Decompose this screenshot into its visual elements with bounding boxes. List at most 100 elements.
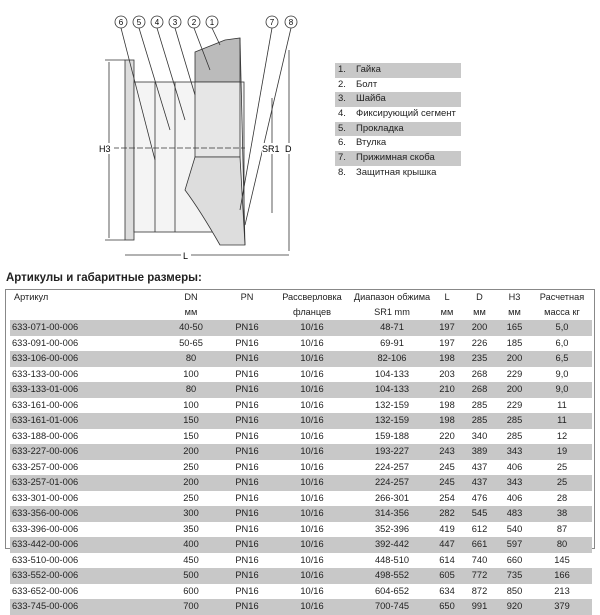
table-cell: 104-133 xyxy=(374,368,410,379)
table-cell: PN16 xyxy=(222,475,272,491)
table-row: 633-257-00-006 250 PN16 10/16 224-257 245 437 4… xyxy=(10,460,592,476)
column-header: DN xyxy=(184,292,198,302)
callout-8: 8 xyxy=(284,15,298,29)
h3-label: H3 xyxy=(99,144,111,154)
table-cell: 633-356-00-006 xyxy=(10,506,160,522)
table-cell: 285 xyxy=(462,413,497,429)
table-cell: 419 xyxy=(439,523,455,534)
table-cell: PN16 xyxy=(235,461,259,472)
table-cell: 406 xyxy=(506,461,523,472)
table-cell: PN16 xyxy=(235,368,259,379)
table-cell: 159-188 xyxy=(374,430,410,441)
table-cell: 633-552-00-006 xyxy=(10,568,160,584)
legend-item: 1. Гайка xyxy=(335,63,461,78)
table-cell: 10/16 xyxy=(272,382,352,398)
legend-text: Шайба xyxy=(356,93,386,105)
legend-number: 8. xyxy=(338,166,346,178)
table-cell: 25 xyxy=(556,461,568,472)
table-cell: 10/16 xyxy=(272,413,352,429)
table-cell: 254 xyxy=(439,492,455,503)
table-cell: 437 xyxy=(471,461,488,472)
table-cell: 200 xyxy=(160,444,222,460)
legend-text: Прижимная скоба xyxy=(356,152,435,164)
legend-number: 1. xyxy=(338,64,346,75)
table-cell: 604-652 xyxy=(374,585,410,596)
table-cell: 633-091-00-006 xyxy=(12,337,79,348)
legend-number: 3. xyxy=(338,93,346,105)
table-cell: PN16 xyxy=(235,554,259,565)
table-row: 633-133-00-006 100 PN16 10/16 104-133 203 268 2… xyxy=(10,367,592,383)
table-cell: 633-745-00-006 xyxy=(10,599,160,615)
table-cell: 10/16 xyxy=(272,351,352,367)
legend-text: Защитная крышка xyxy=(356,166,437,178)
leader-line xyxy=(138,27,171,131)
table-cell: 447 xyxy=(432,537,462,553)
table-cell: 19 xyxy=(532,444,592,460)
table-cell: PN16 xyxy=(235,585,259,596)
table-cell: 483 xyxy=(497,506,532,522)
table-cell: PN16 xyxy=(235,399,259,410)
svg-text:1: 1 xyxy=(210,18,215,27)
table-cell: 540 xyxy=(506,523,523,534)
legend-text: Болт xyxy=(356,78,378,90)
leader-line xyxy=(156,27,186,121)
table-cell: PN16 xyxy=(222,444,272,460)
table-cell: 11 xyxy=(557,399,567,410)
table-cell: 379 xyxy=(532,599,592,615)
table-cell: 10/16 xyxy=(300,430,324,441)
table-cell: 268 xyxy=(462,382,497,398)
table-row: 633-071-00-006 40-50 PN16 10/16 48-71 197 200 1… xyxy=(10,320,592,336)
table-cell: 38 xyxy=(532,506,592,522)
column-header: Рассверловка xyxy=(282,292,342,302)
column-header xyxy=(222,305,272,320)
legend-text: Гайка xyxy=(356,64,381,75)
table-cell: 5,0 xyxy=(532,320,592,336)
table-cell: 633-106-00-006 xyxy=(10,351,160,367)
table-cell: 340 xyxy=(471,430,488,441)
table-cell: 614 xyxy=(439,554,455,565)
table-cell: 200 xyxy=(497,351,532,367)
leader-line xyxy=(120,27,156,161)
column-header: мм xyxy=(184,307,198,317)
table-cell: 400 xyxy=(160,537,222,553)
leader-line xyxy=(211,27,221,46)
table-cell: 633-396-00-006 xyxy=(12,523,79,534)
table-cell: 220 xyxy=(439,430,455,441)
column-header: мм xyxy=(473,307,486,317)
table-cell: 633-133-01-006 xyxy=(10,382,160,398)
table-cell: 200 xyxy=(160,475,222,491)
header-row-units: мм фланцев SR1 mm мм мм мм масса кг xyxy=(10,305,592,320)
table-row: 633-356-00-006 300 PN16 10/16 314-356 282 545 4… xyxy=(10,506,592,522)
table-cell: 10/16 xyxy=(272,568,352,584)
column-header xyxy=(10,305,160,320)
table-cell: PN16 xyxy=(222,382,272,398)
sr1-label: SR1 xyxy=(262,144,280,154)
callout-2: 2 xyxy=(187,15,201,29)
table-cell: 392-442 xyxy=(352,537,432,553)
table-cell: 100 xyxy=(183,399,199,410)
table-cell: 660 xyxy=(506,554,523,565)
table-cell: 11 xyxy=(532,413,592,429)
table-cell: 343 xyxy=(497,475,532,491)
svg-text:3: 3 xyxy=(173,18,178,27)
table-cell: 69-91 xyxy=(380,337,404,348)
table-cell: 634 xyxy=(439,585,455,596)
column-header: Диапазон обжима xyxy=(353,292,431,302)
table-cell: 235 xyxy=(462,351,497,367)
table-cell: 9,0 xyxy=(555,368,569,379)
legend-text: Втулка xyxy=(356,137,387,149)
table-cell: 314-356 xyxy=(352,506,432,522)
table-cell: PN16 xyxy=(235,337,259,348)
table-cell: 10/16 xyxy=(272,320,352,336)
table-cell: 633-510-00-006 xyxy=(12,554,79,565)
column-header: D xyxy=(476,292,483,302)
table-cell: PN16 xyxy=(235,430,259,441)
table-cell: 735 xyxy=(497,568,532,584)
table-cell: 633-257-00-006 xyxy=(12,461,79,472)
leader-line xyxy=(193,27,211,71)
table-cell: 406 xyxy=(506,492,523,503)
svg-text:7: 7 xyxy=(270,18,275,27)
table-cell: 10/16 xyxy=(300,368,324,379)
table-cell: 166 xyxy=(532,568,592,584)
table-cell: 633-188-00-006 xyxy=(12,430,79,441)
